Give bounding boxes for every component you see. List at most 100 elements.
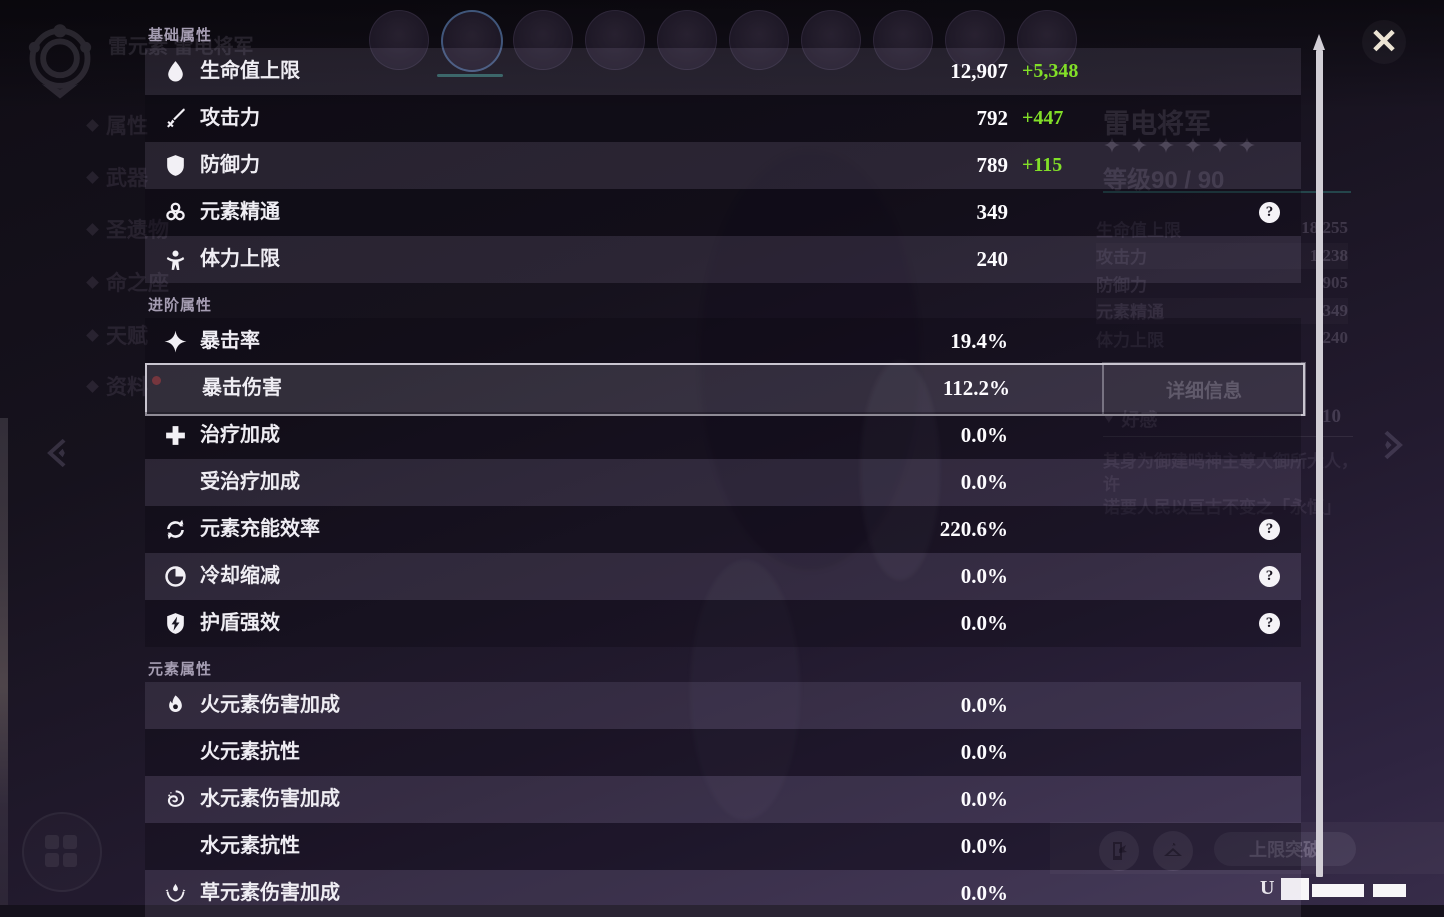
stat-row[interactable]: 攻击力 792 +447 [145,95,1301,142]
close-button[interactable]: ✕ [1362,20,1406,64]
sidebar-item-label: 圣遗物 [106,219,169,242]
stat-row[interactable]: 冷却缩减 0.0%? [145,553,1301,600]
stat-row[interactable]: 暴击率 19.4% [145,318,1301,365]
scrollbar-arrow[interactable] [1313,34,1325,50]
share-button [1099,831,1139,871]
prev-character-chevron-icon [47,438,66,468]
flavor-text: 其身为御建鸣神主尊大御所大人，许 诺要人民以亘古不变之「永恒」 [1103,450,1363,519]
stat-row[interactable]: 受治疗加成 0.0% [145,459,1301,506]
scrollbar[interactable] [1316,50,1323,877]
character-avatar [585,10,645,70]
help-icon[interactable]: ? [1259,519,1280,540]
stat-row[interactable]: 护盾强效 0.0%? [145,600,1301,647]
stat-row[interactable]: 生命值上限 12,907 +5,348 [145,48,1301,95]
character-avatar [441,10,503,72]
stat-row[interactable]: 体力上限 240 [145,236,1301,283]
stat-label: 水元素抗性 [200,835,300,857]
stat-row[interactable]: 元素充能效率 220.6%? [145,506,1301,553]
sidebar-item-0: 属性 [86,110,148,140]
stat-label: 治疗加成 [200,424,280,446]
stat-value: 19.4% [950,329,1008,353]
bg-character-title: 雷元素 雷电将军 [108,36,254,58]
character-avatar [369,10,429,70]
bg-stat-row: 防御力 905 [1096,270,1348,296]
bg-level-label: 等级90 / 90 [1103,167,1225,194]
diamond-bullet-icon [86,222,99,236]
stat-value: 240 [976,247,1009,271]
help-icon[interactable]: ? [1259,613,1280,634]
uid-redaction [1281,878,1309,900]
character-art-silhouette [700,150,920,570]
bg-stat-label: 体力上限 [1096,330,1164,350]
hydro-icon [163,787,188,812]
screen-edge-strip [0,418,8,905]
stat-row[interactable]: 暴击伤害 112.2% [145,363,1305,416]
stat-value: 349 [976,200,1009,224]
stat-row[interactable]: 治疗加成 0.0% [145,412,1301,459]
hanger-icon [1164,843,1182,856]
stamina-icon [163,247,188,272]
sidebar-item-label: 命之座 [106,272,169,295]
help-icon[interactable]: ? [1259,566,1280,587]
stat-value: 0.0% [960,611,1008,635]
stat-label: 暴击率 [200,330,260,352]
stat-row[interactable]: 水元素抗性 0.0% [145,823,1301,870]
notification-dot [152,376,161,385]
stat-label: 体力上限 [200,248,280,270]
stat-row[interactable]: 防御力 789 +115 [145,142,1301,189]
sidebar-item-label: 属性 [106,115,148,138]
bg-stat-row: 体力上限 240 [1096,325,1348,351]
stat-label: 水元素伤害加成 [200,788,340,810]
crit-rate-icon [163,329,188,354]
stat-row[interactable]: 火元素抗性 0.0% [145,729,1301,776]
stat-label: 攻击力 [200,107,260,129]
bg-stat-label: 防御力 [1096,275,1147,295]
stat-value: 792 [976,106,1009,130]
character-avatar [729,10,789,70]
bg-stat-value: 905 [1322,273,1349,292]
friendship-value: 10 [1322,406,1341,427]
dendro-icon [163,881,188,906]
teal-divider [1103,191,1351,193]
bg-stat-row: 元素精通 349 [1096,298,1348,324]
sidebar-item-1: 武器 [86,162,148,192]
diamond-bullet-icon [86,118,99,132]
sidebar-item-4: 天赋 [86,320,148,350]
shield-icon [163,611,188,636]
diamond-bullet-icon [86,379,99,393]
stat-row[interactable]: 水元素伤害加成 0.0% [145,776,1301,823]
stat-value: 0.0% [960,693,1008,717]
stat-value: 0.0% [960,834,1008,858]
sidebar-item-5: 资料 [86,371,148,401]
stat-row[interactable]: 草元素伤害加成 0.0% [145,870,1301,917]
help-icon[interactable]: ? [1259,202,1280,223]
star-icon [1158,137,1174,153]
stat-value: 12,907 [950,59,1008,83]
share-device-icon [1113,842,1127,860]
character-avatar [945,10,1005,70]
bg-stat-row: 生命值上限 18,255 [1096,215,1348,241]
pyro-icon [163,693,188,718]
stat-value: 0.0% [960,881,1008,905]
star-icon [1239,137,1255,153]
menu-grid-button [22,812,102,892]
bg-stat-label: 生命值上限 [1096,220,1181,240]
recharge-icon [163,517,188,542]
star-icon [1212,137,1228,153]
diamond-bullet-icon [86,275,99,289]
star-icon [1131,137,1147,153]
stat-row[interactable]: 火元素伤害加成 0.0% [145,682,1301,729]
grid-icon [63,835,77,849]
stat-label: 元素充能效率 [200,518,320,540]
section-header: 元素属性 [148,661,213,678]
diamond-bullet-icon [86,170,99,184]
character-avatar [513,10,573,70]
stat-label: 护盾强效 [200,612,280,634]
stat-label: 暴击伤害 [202,377,282,399]
bg-stat-label: 元素精通 [1096,303,1164,322]
stat-bonus: +5,348 [1022,60,1079,82]
stat-label: 受治疗加成 [200,471,300,493]
grid-icon [45,835,59,849]
stat-row[interactable]: 元素精通 349? [145,189,1301,236]
